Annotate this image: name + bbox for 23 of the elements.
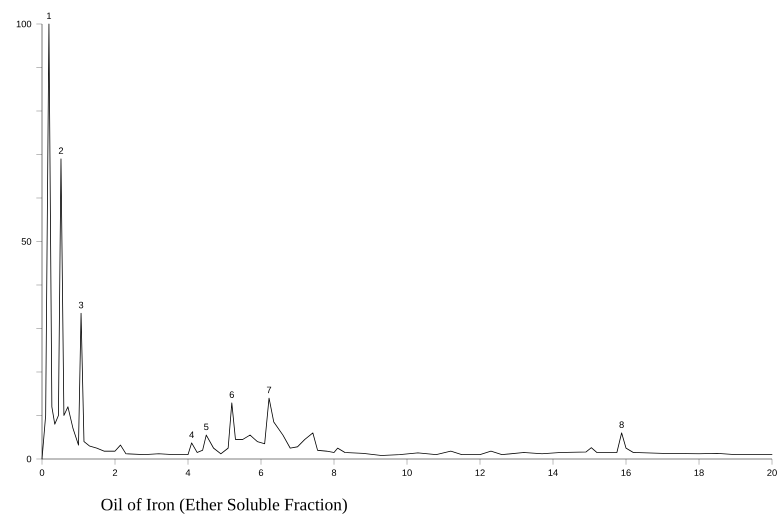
- annotation: 8: [619, 421, 624, 428]
- annotation: 2: [58, 147, 64, 154]
- x-tick-label: 12: [476, 469, 485, 476]
- text: Oil of Iron (Ether Soluble Fraction): [101, 498, 347, 514]
- x-tick-label: 10: [402, 469, 412, 476]
- annotation: 4: [189, 432, 194, 438]
- x-tick-label: 4: [186, 469, 190, 476]
- annotation: 6: [230, 391, 234, 398]
- x-tick-label: 6: [258, 469, 264, 476]
- annotation: 1: [47, 12, 52, 20]
- x-tick-label: 0: [40, 469, 44, 476]
- x-tick-label: 8: [332, 469, 336, 476]
- y-tick-label: 50: [22, 238, 32, 245]
- y-tick-label: 100: [16, 20, 32, 28]
- annotation: 5: [204, 424, 208, 430]
- x-tick-label: 14: [548, 469, 558, 476]
- x-tick-label: 20: [767, 469, 777, 476]
- x-tick-label: 16: [622, 469, 631, 476]
- y-tick-label: 0: [26, 456, 32, 462]
- annotation: 3: [78, 302, 84, 308]
- annotation: 7: [266, 386, 272, 394]
- x-tick-label: 18: [694, 469, 704, 476]
- x-tick-label: 2: [112, 469, 118, 476]
